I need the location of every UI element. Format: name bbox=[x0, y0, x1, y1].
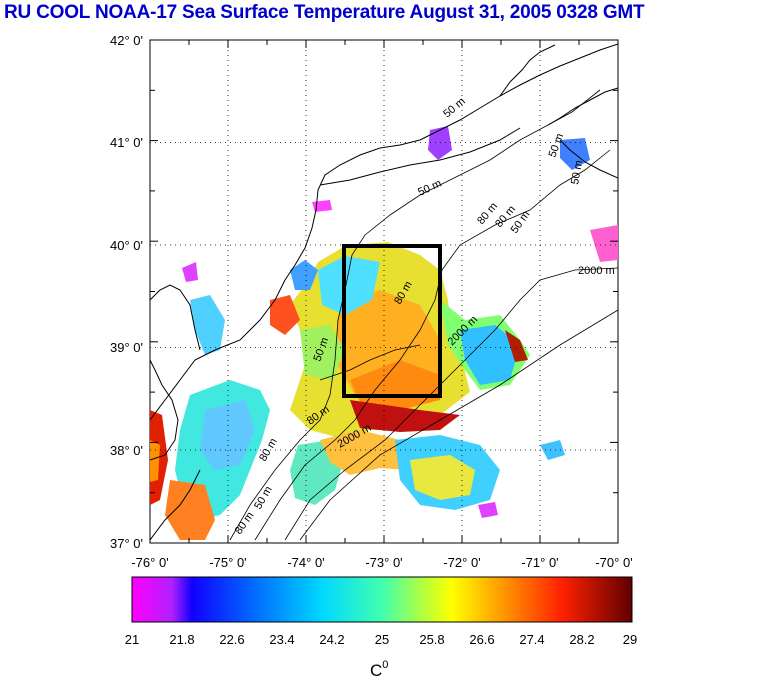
contour-label: 2000 m bbox=[578, 265, 615, 277]
sst-data-patches bbox=[150, 126, 618, 540]
lat-label: 42° 0' bbox=[110, 33, 143, 48]
colorbar-tick-label: 28.2 bbox=[569, 632, 594, 647]
coastline bbox=[150, 43, 618, 541]
colorbar-tick-label: 22.6 bbox=[219, 632, 244, 647]
colorbar bbox=[131, 576, 633, 623]
latitude-labels: 42° 0' 41° 0' 40° 0' 39° 0' 38° 0' 37° 0… bbox=[110, 33, 143, 551]
colorbar-unit-label: C0 bbox=[370, 659, 388, 680]
colorbar-tick-label: 21 bbox=[125, 632, 139, 647]
bathymetry-contours bbox=[229, 89, 618, 541]
lon-label: -76° 0' bbox=[131, 555, 168, 570]
lon-label: -70° 0' bbox=[595, 555, 632, 570]
colorbar-tick-label: 24.2 bbox=[319, 632, 344, 647]
lat-label: 41° 0' bbox=[110, 135, 143, 150]
graticule bbox=[150, 40, 618, 543]
frame-ticks bbox=[149, 39, 619, 544]
unit-superscript: 0 bbox=[382, 659, 388, 671]
lon-label: -72° 0' bbox=[443, 555, 480, 570]
study-area-box bbox=[342, 244, 442, 398]
lat-label: 38° 0' bbox=[110, 443, 143, 458]
colorbar-tick-label: 29 bbox=[623, 632, 637, 647]
colorbar-labels: 21 21.8 22.6 23.4 24.2 25 25.8 26.6 27.4… bbox=[125, 632, 637, 647]
colorbar-tick-label: 23.4 bbox=[269, 632, 294, 647]
unit-c: C bbox=[370, 661, 382, 680]
colorbar-tick-label: 25.8 bbox=[419, 632, 444, 647]
lon-label: -74° 0' bbox=[287, 555, 324, 570]
lat-label: 40° 0' bbox=[110, 238, 143, 253]
colorbar-tick-label: 21.8 bbox=[169, 632, 194, 647]
contour-label: 50 m bbox=[569, 159, 585, 185]
lat-label: 37° 0' bbox=[110, 536, 143, 551]
colorbar-tick-label: 26.6 bbox=[469, 632, 494, 647]
lon-label: -75° 0' bbox=[209, 555, 246, 570]
map-title: RU COOL NOAA-17 Sea Surface Temperature … bbox=[4, 2, 645, 23]
lon-label: -71° 0' bbox=[521, 555, 558, 570]
lat-label: 39° 0' bbox=[110, 340, 143, 355]
lon-label: -73° 0' bbox=[365, 555, 402, 570]
longitude-labels: -76° 0' -75° 0' -74° 0' -73° 0' -72° 0' … bbox=[131, 555, 632, 570]
colorbar-tick-label: 27.4 bbox=[519, 632, 544, 647]
colorbar-tick-label: 25 bbox=[375, 632, 389, 647]
